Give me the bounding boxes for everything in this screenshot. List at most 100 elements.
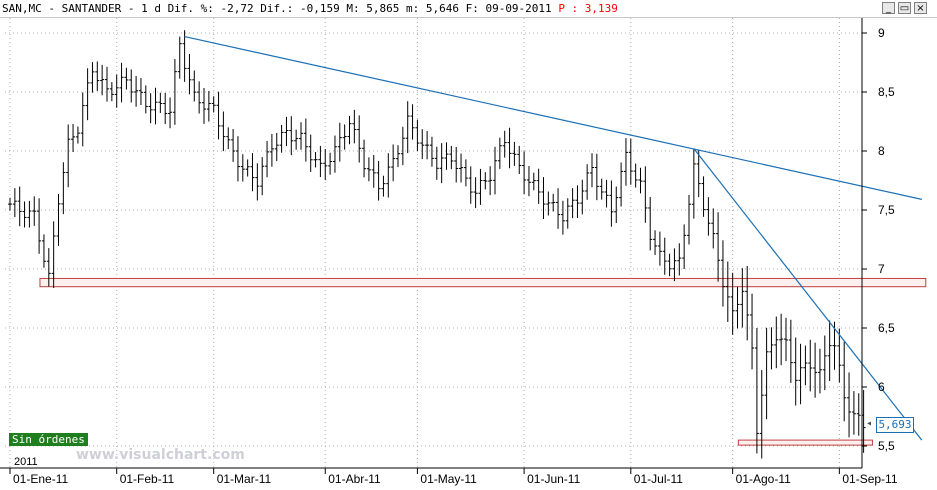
ohlc-bar xyxy=(493,146,497,195)
ohlc-bar xyxy=(429,136,434,167)
arrow-left-icon: ◂ xyxy=(866,418,873,429)
ohlc-bar xyxy=(250,153,255,192)
ohlc-bar xyxy=(798,343,803,405)
title-text: SAN,MC - SANTANDER - 1 d Dif. %: -2,72 D… xyxy=(2,2,618,15)
ohlc-bar xyxy=(439,143,444,184)
ohlc-bar xyxy=(318,145,323,178)
ohlc-bar xyxy=(12,188,17,218)
ohlc-bar xyxy=(90,62,95,93)
ohlc-bar xyxy=(657,231,662,266)
ohlc-bar xyxy=(497,137,502,169)
ohlc-bar xyxy=(517,145,522,175)
ohlc-bar xyxy=(308,134,313,172)
close-icon[interactable]: × xyxy=(914,2,927,14)
ohlc-bar xyxy=(817,348,822,394)
ohlc-bar xyxy=(425,131,430,160)
ohlc-bar xyxy=(667,253,672,277)
ohlc-bar xyxy=(376,160,381,201)
y-tick-label: 7 xyxy=(878,262,885,276)
ohlc-bar xyxy=(619,162,624,207)
ohlc-bar xyxy=(386,153,391,198)
ohlc-bar xyxy=(459,153,464,183)
y-tick-label: 6,5 xyxy=(878,321,895,335)
ohlc-bar xyxy=(405,101,410,154)
watermark: www.visualchart.com xyxy=(76,447,245,463)
ohlc-bar xyxy=(211,96,216,113)
ohlc-bar xyxy=(114,74,119,108)
ohlc-bar xyxy=(832,321,837,370)
ohlc-bar xyxy=(623,138,628,186)
ohlc-bar xyxy=(774,316,779,369)
ohlc-bar xyxy=(609,180,614,227)
ohlc-bar xyxy=(303,118,308,162)
ohlc-bar xyxy=(808,339,813,392)
ohlc-bar xyxy=(129,69,134,103)
ohlc-bar xyxy=(71,124,76,153)
ohlc-bar xyxy=(716,212,721,282)
x-tick-label: 01-Ago-11 xyxy=(736,472,791,486)
ohlc-bar xyxy=(473,177,478,209)
ohlc-bar xyxy=(294,129,299,150)
minimize-icon[interactable]: _ xyxy=(882,2,895,14)
y-tick-label: 8 xyxy=(878,144,885,158)
ohlc-bar xyxy=(522,151,527,195)
ohlc-bar xyxy=(599,178,604,200)
ohlc-bar xyxy=(779,313,784,366)
restore-icon[interactable]: ▭ xyxy=(898,2,911,14)
ohlc-bar xyxy=(633,163,638,188)
ohlc-bar xyxy=(260,157,265,196)
ohlc-bar xyxy=(847,372,852,438)
ohlc-bar xyxy=(352,109,357,144)
ohlc-bar xyxy=(735,286,740,329)
x-tick-label: 01-Sep-11 xyxy=(842,472,897,486)
ohlc-bar xyxy=(662,237,667,275)
ohlc-bar xyxy=(362,139,367,178)
trendlines xyxy=(184,35,923,441)
ohlc-bar xyxy=(323,149,328,181)
trendline xyxy=(184,35,922,200)
ohlc-bar xyxy=(177,36,182,79)
ohlc-bar xyxy=(202,87,206,124)
ohlc-bar xyxy=(235,136,240,182)
ohlc-bar xyxy=(541,177,546,219)
x-tick-label: 01-Mar-11 xyxy=(217,472,272,486)
ohlc-bar xyxy=(740,268,745,328)
y-tick-label: 5,5 xyxy=(878,439,895,453)
ohlc-bar xyxy=(512,141,517,166)
ohlc-bar xyxy=(701,176,706,217)
ohlc-bar xyxy=(269,134,274,167)
orders-status-badge[interactable]: Sin órdenes xyxy=(9,433,88,446)
ohlc-bar xyxy=(134,75,139,107)
ohlc-bar xyxy=(51,221,56,288)
ohlc-bar xyxy=(793,337,798,406)
ohlc-bar xyxy=(813,342,818,398)
ohlc-bar xyxy=(197,81,202,114)
ohlc-bar xyxy=(560,200,565,235)
ohlc-bar xyxy=(842,341,847,422)
x-tick-label: 01-Feb-11 xyxy=(120,472,175,486)
ohlc-bar xyxy=(706,197,711,236)
ohlc-bar xyxy=(754,327,759,454)
ohlc-bar xyxy=(187,53,192,95)
ohlc-bar xyxy=(759,370,764,459)
ohlc-bar xyxy=(255,163,260,201)
x-tick-label: 01-Jun-11 xyxy=(527,472,580,486)
year-label: 2011 xyxy=(14,456,38,468)
price-chart[interactable]: 9 8,5 8 7,5 7 6,5 6 5,5 01-Ene-11 01-Feb-11 01-Mar… xyxy=(0,18,937,490)
support-zones xyxy=(39,277,927,446)
ohlc-bar xyxy=(546,191,551,216)
ohlc-bar xyxy=(357,115,362,163)
ohlc-bar xyxy=(366,157,371,182)
ohlc-bar xyxy=(769,327,774,370)
ohlc-bar xyxy=(556,188,561,229)
ohlc-bar xyxy=(803,345,808,386)
x-tick-label: 01-Ene-11 xyxy=(13,472,68,486)
ohlc-bar xyxy=(837,328,842,383)
ohlc-bar xyxy=(822,335,827,391)
ohlc-bar xyxy=(410,104,415,140)
ohlc-bar xyxy=(730,272,735,335)
ohlc-bar xyxy=(337,122,342,162)
ohlc-bar xyxy=(371,155,376,188)
ohlc-bar xyxy=(725,261,730,322)
ohlc-bar xyxy=(95,61,100,91)
